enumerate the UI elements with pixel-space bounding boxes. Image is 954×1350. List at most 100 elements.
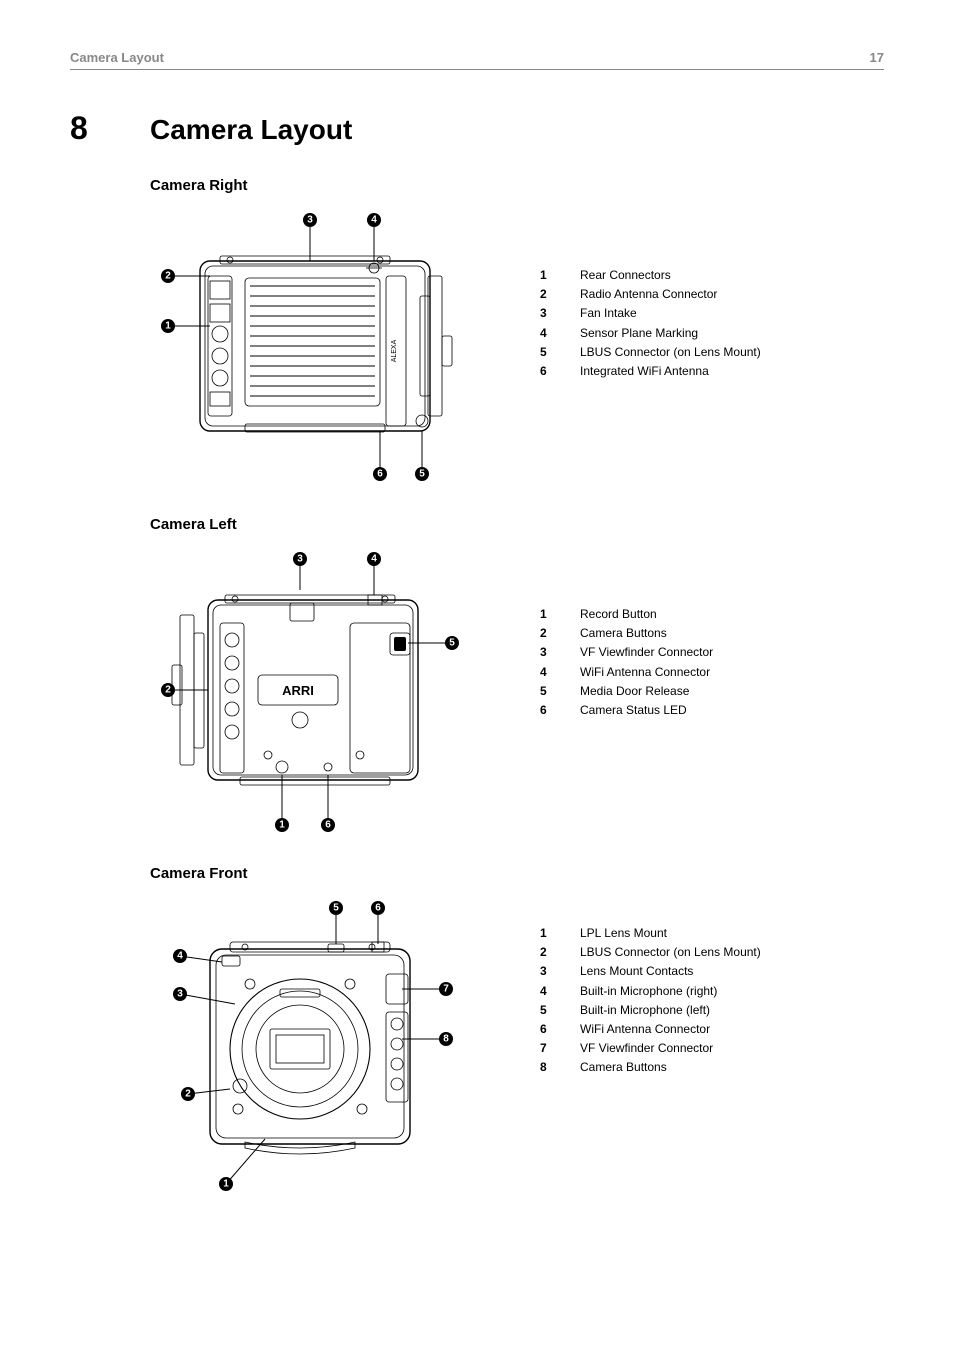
svg-text:2: 2 <box>185 1089 191 1100</box>
legend-text: WiFi Antenna Connector <box>580 663 710 682</box>
legend-text: LBUS Connector (on Lens Mount) <box>580 343 761 362</box>
svg-text:ALEXA: ALEXA <box>391 339 398 362</box>
subheading-left: Camera Left <box>150 516 884 533</box>
legend-text: VF Viewfinder Connector <box>580 643 713 662</box>
legend-number: 4 <box>540 663 552 682</box>
legend-text: Camera Buttons <box>580 1058 667 1077</box>
legend-number: 6 <box>540 701 552 720</box>
svg-text:5: 5 <box>449 638 455 649</box>
legend-text: Fan Intake <box>580 304 637 323</box>
diagram-camera-front: 5 6 4 3 7 8 2 1 <box>150 894 480 1204</box>
subheading-front: Camera Front <box>150 865 884 882</box>
section-camera-front: Camera Front <box>150 865 884 1204</box>
svg-text:6: 6 <box>375 903 381 914</box>
legend-text: Camera Status LED <box>580 701 687 720</box>
legend-camera-front: 1 LPL Lens Mount 2 LBUS Connector (on Lens … <box>540 924 761 1078</box>
legend-row: 1 Record Button <box>540 605 713 624</box>
legend-row: 5 Built-in Microphone (left) <box>540 1001 761 1020</box>
legend-text: Integrated WiFi Antenna <box>580 362 709 381</box>
legend-number: 3 <box>540 962 552 981</box>
svg-text:3: 3 <box>307 215 313 226</box>
legend-row: 2 Radio Antenna Connector <box>540 285 761 304</box>
legend-number: 1 <box>540 266 552 285</box>
svg-text:3: 3 <box>297 554 303 565</box>
legend-number: 4 <box>540 324 552 343</box>
legend-row: 6 Camera Status LED <box>540 701 713 720</box>
legend-row: 4 Built-in Microphone (right) <box>540 982 761 1001</box>
legend-number: 5 <box>540 1001 552 1020</box>
svg-text:4: 4 <box>177 951 183 962</box>
section-camera-left: Camera Left <box>150 516 884 845</box>
legend-row: 4 Sensor Plane Marking <box>540 324 761 343</box>
legend-number: 8 <box>540 1058 552 1077</box>
svg-text:3: 3 <box>177 989 183 1000</box>
legend-row: 1 Rear Connectors <box>540 266 761 285</box>
legend-row: 3 Lens Mount Contacts <box>540 962 761 981</box>
page-header: Camera Layout 17 <box>70 50 884 69</box>
legend-text: Camera Buttons <box>580 624 667 643</box>
legend-text: Radio Antenna Connector <box>580 285 717 304</box>
legend-number: 2 <box>540 624 552 643</box>
legend-text: VF Viewfinder Connector <box>580 1039 713 1058</box>
legend-row: 2 Camera Buttons <box>540 624 713 643</box>
legend-number: 4 <box>540 982 552 1001</box>
legend-number: 7 <box>540 1039 552 1058</box>
legend-number: 1 <box>540 924 552 943</box>
svg-text:5: 5 <box>333 903 339 914</box>
legend-number: 2 <box>540 285 552 304</box>
legend-number: 2 <box>540 943 552 962</box>
legend-text: LPL Lens Mount <box>580 924 667 943</box>
legend-number: 6 <box>540 362 552 381</box>
svg-text:2: 2 <box>165 685 171 696</box>
header-right: 17 <box>870 50 884 65</box>
diagram-camera-right: ALEXA 3 4 2 1 6 5 <box>150 206 480 496</box>
legend-text: Sensor Plane Marking <box>580 324 698 343</box>
svg-text:1: 1 <box>223 1179 229 1190</box>
legend-row: 5 Media Door Release <box>540 682 713 701</box>
legend-text: Lens Mount Contacts <box>580 962 693 981</box>
svg-text:7: 7 <box>443 984 449 995</box>
chapter-number: 8 <box>70 110 150 147</box>
legend-row: 1 LPL Lens Mount <box>540 924 761 943</box>
legend-text: Record Button <box>580 605 657 624</box>
legend-text: Built-in Microphone (left) <box>580 1001 710 1020</box>
svg-text:4: 4 <box>371 215 377 226</box>
legend-number: 3 <box>540 643 552 662</box>
chapter-title: Camera Layout <box>150 114 352 146</box>
legend-number: 6 <box>540 1020 552 1039</box>
legend-row: 8 Camera Buttons <box>540 1058 761 1077</box>
legend-row: 4 WiFi Antenna Connector <box>540 663 713 682</box>
legend-text: Built-in Microphone (right) <box>580 982 717 1001</box>
legend-number: 5 <box>540 343 552 362</box>
svg-text:6: 6 <box>325 820 331 831</box>
diagram-camera-left: ARRI 345216 <box>150 545 480 845</box>
header-left: Camera Layout <box>70 50 164 65</box>
legend-text: WiFi Antenna Connector <box>580 1020 710 1039</box>
legend-text: LBUS Connector (on Lens Mount) <box>580 943 761 962</box>
legend-number: 3 <box>540 304 552 323</box>
svg-text:ARRI: ARRI <box>282 683 314 698</box>
section-camera-right: Camera Right <box>150 177 884 496</box>
svg-text:1: 1 <box>279 820 285 831</box>
legend-text: Rear Connectors <box>580 266 671 285</box>
header-rule <box>70 69 884 70</box>
legend-number: 5 <box>540 682 552 701</box>
svg-text:6: 6 <box>377 469 383 480</box>
svg-text:5: 5 <box>419 469 425 480</box>
svg-text:8: 8 <box>443 1034 449 1045</box>
svg-text:1: 1 <box>165 321 171 332</box>
legend-camera-right: 1 Rear Connectors 2 Radio Antenna Connector… <box>540 266 761 381</box>
legend-row: 6 Integrated WiFi Antenna <box>540 362 761 381</box>
chapter-heading: 8 Camera Layout <box>70 110 884 147</box>
legend-row: 5 LBUS Connector (on Lens Mount) <box>540 343 761 362</box>
legend-number: 1 <box>540 605 552 624</box>
legend-row: 3 VF Viewfinder Connector <box>540 643 713 662</box>
legend-row: 7 VF Viewfinder Connector <box>540 1039 761 1058</box>
legend-row: 3 Fan Intake <box>540 304 761 323</box>
legend-row: 6 WiFi Antenna Connector <box>540 1020 761 1039</box>
legend-camera-left: 1 Record Button 2 Camera Buttons 3 VF Viewfin… <box>540 605 713 720</box>
legend-row: 2 LBUS Connector (on Lens Mount) <box>540 943 761 962</box>
legend-text: Media Door Release <box>580 682 689 701</box>
svg-text:2: 2 <box>165 271 171 282</box>
subheading-right: Camera Right <box>150 177 884 194</box>
